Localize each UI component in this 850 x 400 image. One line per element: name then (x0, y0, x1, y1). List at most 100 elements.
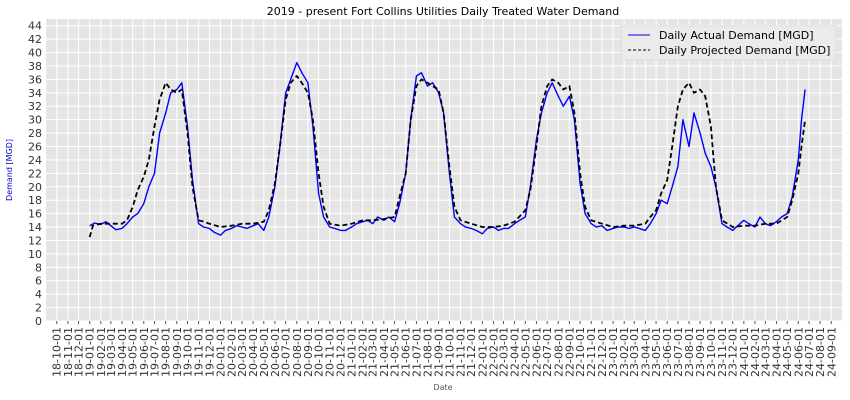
x-tick-label: 24-08-01 (814, 327, 827, 377)
x-tick-label: 22-06-01 (530, 327, 543, 377)
x-tick-label: 19-06-01 (138, 327, 151, 377)
y-tick-label: 6 (35, 275, 42, 288)
x-tick-label: 23-02-01 (618, 327, 631, 377)
x-tick-label: 22-07-01 (541, 327, 554, 377)
x-tick-label: 23-01-01 (607, 327, 620, 377)
x-tick-label: 20-11-01 (324, 327, 337, 377)
x-tick-label: 18-10-01 (51, 327, 64, 377)
x-tick-label: 22-11-01 (585, 327, 598, 377)
x-axis-label: Date (433, 383, 452, 392)
x-tick-label: 23-12-01 (727, 327, 740, 377)
x-tick-label: 22-08-01 (552, 327, 565, 377)
x-tick-label: 19-04-01 (116, 327, 129, 377)
x-axis-ticks: 18-10-0118-11-0118-12-0119-01-0119-02-01… (51, 321, 838, 377)
x-tick-label: 24-01-01 (738, 327, 751, 377)
x-tick-label: 19-08-01 (160, 327, 173, 377)
x-tick-label: 24-09-01 (825, 327, 838, 377)
x-tick-label: 21-05-01 (389, 327, 402, 377)
y-tick-label: 22 (28, 167, 42, 180)
y-tick-label: 18 (28, 194, 42, 207)
x-tick-label: 22-12-01 (596, 327, 609, 377)
y-tick-label: 4 (35, 288, 42, 301)
y-tick-label: 36 (28, 73, 42, 86)
series-layer (88, 61, 806, 238)
y-axis-ticks: 0246810121416182022242628303234363840424… (28, 20, 42, 328)
y-tick-label: 2 (35, 302, 42, 315)
x-tick-label: 21-04-01 (378, 327, 391, 377)
x-tick-label: 23-10-01 (705, 327, 718, 377)
x-tick-label: 22-09-01 (563, 327, 576, 377)
y-tick-label: 34 (28, 87, 42, 100)
y-tick-label: 28 (28, 127, 42, 140)
x-tick-label: 22-03-01 (497, 327, 510, 377)
x-tick-label: 21-03-01 (367, 327, 380, 377)
x-tick-label: 24-03-01 (759, 327, 772, 377)
x-tick-label: 20-01-01 (214, 327, 227, 377)
legend: Daily Actual Demand [MGD] Daily Projecte… (620, 25, 837, 61)
x-tick-label: 24-05-01 (781, 327, 794, 377)
x-tick-label: 19-02-01 (95, 327, 108, 377)
y-axis-label: Demand [MGD] (5, 139, 14, 201)
x-tick-label: 21-12-01 (465, 327, 478, 377)
x-tick-label: 20-03-01 (236, 327, 249, 377)
y-tick-label: 42 (28, 33, 42, 46)
y-tick-label: 40 (28, 47, 42, 60)
x-tick-label: 20-05-01 (258, 327, 271, 377)
y-tick-label: 16 (28, 208, 42, 221)
x-tick-label: 19-01-01 (84, 327, 97, 377)
x-tick-label: 20-07-01 (280, 327, 293, 377)
x-tick-label: 19-03-01 (105, 327, 118, 377)
x-tick-label: 21-06-01 (400, 327, 413, 377)
y-tick-label: 20 (28, 181, 42, 194)
x-tick-label: 23-05-01 (650, 327, 663, 377)
legend-label-projected: Daily Projected Demand [MGD] (659, 44, 830, 57)
x-tick-label: 21-01-01 (346, 327, 359, 377)
chart-title: 2019 - present Fort Collins Utilities Da… (267, 5, 619, 18)
x-tick-label: 19-12-01 (203, 327, 216, 377)
x-tick-label: 24-06-01 (792, 327, 805, 377)
y-tick-label: 44 (28, 20, 42, 33)
x-tick-label: 21-11-01 (454, 327, 467, 377)
x-tick-label: 20-08-01 (291, 327, 304, 377)
y-grid (46, 25, 842, 322)
legend-box (620, 25, 837, 61)
x-tick-label: 21-10-01 (443, 327, 456, 377)
x-tick-label: 18-11-01 (62, 327, 75, 377)
x-tick-label: 20-02-01 (226, 327, 239, 377)
x-tick-label: 23-04-01 (639, 327, 652, 377)
x-tick-label: 23-06-01 (661, 327, 674, 377)
x-tick-label: 18-12-01 (73, 327, 86, 377)
y-tick-label: 12 (28, 234, 42, 247)
x-tick-label: 21-08-01 (422, 327, 435, 377)
legend-label-actual: Daily Actual Demand [MGD] (659, 29, 814, 42)
x-tick-label: 24-02-01 (749, 327, 762, 377)
x-tick-label: 24-07-01 (803, 327, 816, 377)
y-tick-label: 30 (28, 114, 42, 127)
x-tick-label: 23-09-01 (694, 327, 707, 377)
x-tick-label: 22-01-01 (476, 327, 489, 377)
x-tick-label: 19-09-01 (171, 327, 184, 377)
x-tick-label: 23-03-01 (628, 327, 641, 377)
y-tick-label: 10 (28, 248, 42, 261)
x-tick-label: 19-10-01 (182, 327, 195, 377)
y-tick-label: 32 (28, 100, 42, 113)
y-tick-label: 0 (35, 315, 42, 328)
y-tick-label: 26 (28, 141, 42, 154)
x-tick-label: 20-10-01 (313, 327, 326, 377)
x-tick-label: 23-11-01 (716, 327, 729, 377)
x-tick-label: 22-05-01 (519, 327, 532, 377)
x-tick-label: 23-08-01 (683, 327, 696, 377)
x-tick-label: 21-07-01 (410, 327, 423, 377)
x-tick-label: 24-04-01 (770, 327, 783, 377)
x-tick-label: 19-05-01 (127, 327, 140, 377)
x-tick-label: 22-02-01 (487, 327, 500, 377)
x-tick-label: 22-04-01 (509, 327, 522, 377)
x-tick-label: 21-02-01 (357, 327, 370, 377)
y-tick-label: 24 (28, 154, 42, 167)
y-tick-label: 8 (35, 261, 42, 274)
x-tick-label: 22-10-01 (574, 327, 587, 377)
x-tick-label: 19-11-01 (193, 327, 206, 377)
x-tick-label: 21-09-01 (433, 327, 446, 377)
x-tick-label: 20-04-01 (247, 327, 260, 377)
